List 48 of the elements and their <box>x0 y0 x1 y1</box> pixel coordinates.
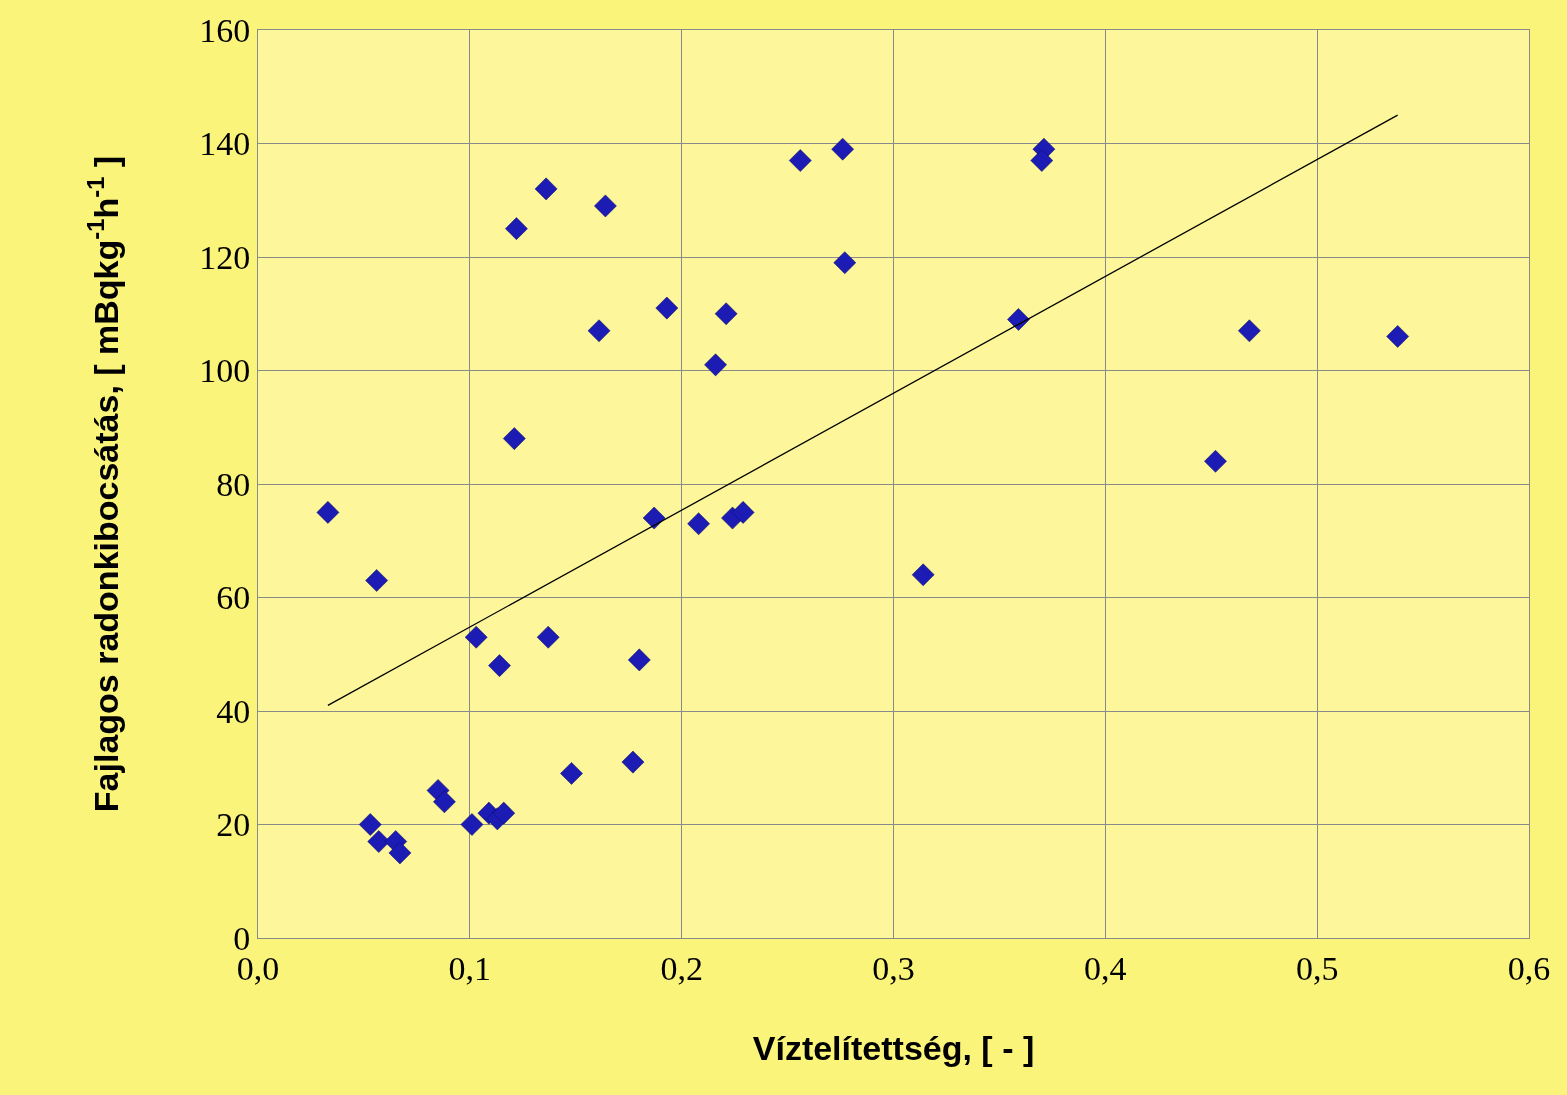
point <box>560 762 583 785</box>
point <box>505 217 528 240</box>
point <box>911 563 935 587</box>
point <box>704 353 727 377</box>
point <box>492 801 516 825</box>
point <box>503 427 526 450</box>
x-axis-title: Víztelítettség, [ - ] <box>752 1029 1035 1068</box>
point <box>621 750 645 774</box>
point <box>464 625 488 649</box>
point <box>587 319 611 343</box>
y-tick-label: 120 <box>199 238 251 276</box>
y-tick-label: 20 <box>216 806 251 844</box>
point <box>1386 325 1409 348</box>
point <box>536 625 560 649</box>
x-tick-label: 0,5 <box>1295 949 1339 987</box>
point <box>788 149 812 172</box>
x-tick-label: 0,1 <box>448 949 492 987</box>
x-tick-label: 0,6 <box>1507 949 1551 987</box>
point <box>1007 308 1030 331</box>
point <box>433 790 456 814</box>
y-tick-label: 60 <box>216 579 251 617</box>
point <box>687 512 710 536</box>
point <box>1204 450 1227 473</box>
y-tick-label: 40 <box>216 692 251 730</box>
point <box>628 648 651 672</box>
point <box>642 506 666 530</box>
point <box>833 251 857 274</box>
y-tick-label: 160 <box>199 11 251 49</box>
point <box>365 569 388 592</box>
point <box>358 813 382 836</box>
x-tick-label: 0,3 <box>872 949 915 987</box>
point <box>488 654 511 677</box>
point <box>1238 319 1261 343</box>
point <box>714 302 738 326</box>
point <box>1030 149 1054 172</box>
point <box>460 813 484 836</box>
point <box>594 194 617 218</box>
x-tick-label: 0,2 <box>660 949 703 987</box>
y-tick-label: 80 <box>216 465 251 503</box>
x-tick-label: 0,4 <box>1084 949 1127 987</box>
point <box>655 296 679 320</box>
point <box>534 177 558 201</box>
point <box>388 841 412 865</box>
point <box>831 137 854 161</box>
y-tick-label: 140 <box>199 125 251 163</box>
point <box>731 501 755 524</box>
point <box>316 501 340 524</box>
y-tick-label: 100 <box>199 352 251 390</box>
